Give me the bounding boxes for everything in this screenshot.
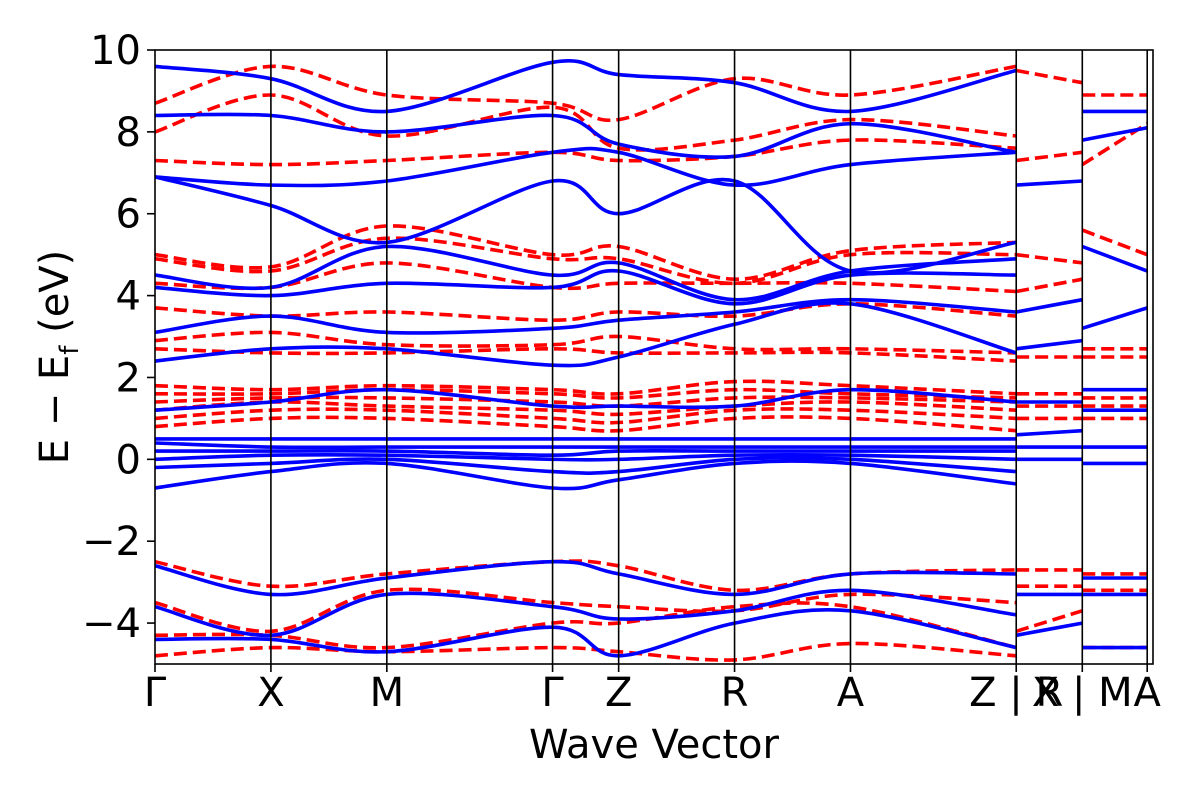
solid-band-19 [1015, 621, 1083, 638]
x-tick-label-3: Γ [541, 670, 564, 716]
dashed-band-28 [1015, 150, 1083, 163]
y-tick-label-5: 6 [116, 192, 141, 238]
solid-band-24 [1015, 338, 1083, 351]
y-axis-label-unit: (eV) [32, 250, 78, 346]
x-tick-label-5: R [721, 670, 749, 716]
dashed-band-27 [1015, 252, 1083, 265]
dashed-band-4 [155, 415, 1017, 433]
solid-band-10 [155, 301, 1017, 368]
solid-band-12 [155, 268, 1017, 306]
dashed-band-38 [1081, 228, 1148, 257]
dashed-band-15 [155, 224, 1017, 282]
dashed-band-21 [1015, 609, 1083, 634]
solid-band-35 [1081, 244, 1148, 273]
plot-frame [154, 49, 1154, 665]
dashed-band-2 [155, 601, 1017, 650]
y-tick-label-4: 4 [116, 274, 141, 320]
solid-band-36 [1081, 126, 1148, 142]
bands-layer [155, 59, 1149, 662]
y-tick-label-1: −2 [82, 519, 141, 565]
x-tick-label-2: M [370, 670, 405, 716]
dashed-band-39 [1081, 122, 1149, 167]
y-tick-label-7: 10 [90, 28, 141, 74]
dashed-band-18 [155, 64, 1017, 123]
solid-band-34 [1081, 306, 1148, 331]
solid-band-22 [1016, 428, 1083, 437]
y-tick-label-6: 8 [116, 110, 141, 156]
x-tick-label-1: X [257, 670, 284, 716]
dashed-band-3 [155, 641, 1017, 662]
y-axis-ticks: −4 −2 0 2 4 6 8 10 [82, 28, 155, 647]
y-axis-label: E − Ef (eV) [32, 250, 85, 465]
dashed-band-29 [1015, 68, 1083, 85]
x-axis-label: Wave Vector [529, 722, 780, 768]
y-tick-label-0: −4 [82, 601, 141, 647]
y-axis-label-sub: f [55, 345, 85, 355]
y-axis-label-main: E − E [32, 355, 78, 465]
y-tick-label-2: 0 [116, 437, 141, 483]
solid-band-7 [155, 441, 1017, 450]
x-tick-label-7: Z | R [969, 670, 1063, 716]
y-tick-label-3: 2 [116, 355, 141, 401]
dashed-band-17 [155, 93, 1017, 152]
x-tick-label-0: Γ [144, 670, 167, 716]
x-tick-label-8: X | M [1032, 670, 1133, 716]
solid-band-26 [1016, 179, 1083, 187]
x-tick-label-9: A [1134, 670, 1162, 716]
dashed-band-14 [155, 236, 1017, 286]
dashed-band-26 [1015, 277, 1083, 294]
x-tick-label-4: Z [605, 670, 632, 716]
high-symmetry-lines [270, 50, 1149, 664]
x-tick-label-6: A [837, 670, 865, 716]
solid-band-25 [1015, 297, 1083, 314]
solid-band-0 [155, 559, 1017, 597]
